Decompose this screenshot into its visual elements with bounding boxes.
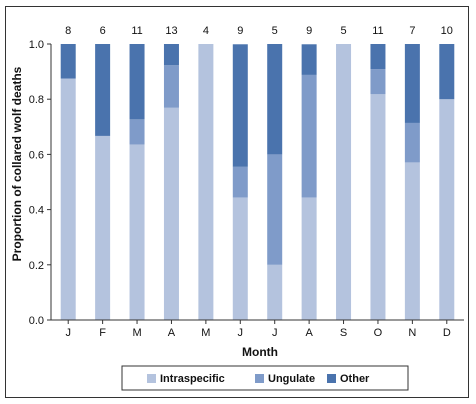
x-tick-label: A xyxy=(168,327,176,339)
bar-segment-other-1 xyxy=(95,44,111,136)
legend-label-intraspecific: Intraspecific xyxy=(160,373,225,385)
count-label: 5 xyxy=(272,25,278,37)
y-axis-title: Proportion of collared wolf deaths xyxy=(10,66,24,261)
bar-segment-other-2 xyxy=(129,44,145,120)
bar-segment-other-6 xyxy=(267,44,283,155)
x-tick-label: M xyxy=(132,327,141,339)
bar-segment-ungulate-5 xyxy=(232,166,248,198)
x-tick-label: S xyxy=(340,327,347,339)
count-label: 5 xyxy=(340,25,346,37)
legend-swatch-other xyxy=(327,374,336,383)
bar-segment-ungulate-6 xyxy=(267,154,283,265)
x-tick-label: N xyxy=(408,327,416,339)
bar-segment-ungulate-3 xyxy=(163,65,179,108)
legend-swatch-ungulate xyxy=(255,374,264,383)
x-tick-label: F xyxy=(99,327,106,339)
bar-segment-intraspecific-8 xyxy=(336,44,352,320)
bar-segment-other-9 xyxy=(370,44,386,70)
count-labels: 8 6 11 13 4 9 5 9 5 11 7 10 xyxy=(65,25,453,37)
bar-segment-intraspecific-7 xyxy=(301,197,317,320)
x-tick-label: A xyxy=(305,327,313,339)
count-label: 4 xyxy=(203,25,209,37)
axes: J F M A M J J A S O N D 0.0 0.2 0.4 0.6 0.8 1.0 xyxy=(29,39,464,339)
bar-segment-intraspecific-5 xyxy=(232,197,248,320)
bar-segment-other-7 xyxy=(301,44,317,75)
bar-segment-intraspecific-9 xyxy=(370,94,386,321)
bar-segment-other-5 xyxy=(232,44,248,167)
bar-segment-ungulate-2 xyxy=(129,119,145,145)
y-tick-label: 0.8 xyxy=(29,94,44,106)
bar-segment-other-10 xyxy=(404,44,420,123)
bar-segment-intraspecific-6 xyxy=(267,264,283,320)
count-label: 13 xyxy=(165,25,177,37)
bar-segment-ungulate-7 xyxy=(301,74,317,198)
legend-label-other: Other xyxy=(340,373,370,385)
x-tick-label: J xyxy=(272,327,278,339)
bar-segment-intraspecific-3 xyxy=(163,107,179,320)
x-tick-label: D xyxy=(443,327,451,339)
x-tick-label: O xyxy=(374,327,383,339)
legend-box xyxy=(121,365,409,391)
bar-segment-intraspecific-2 xyxy=(129,144,145,320)
count-label: 11 xyxy=(372,25,383,37)
bar-segment-intraspecific-0 xyxy=(60,78,76,320)
y-tick-label: 0.6 xyxy=(29,149,44,161)
count-label: 8 xyxy=(65,25,71,37)
y-tick-label: 1.0 xyxy=(29,39,44,51)
bar-segment-ungulate-9 xyxy=(370,69,386,95)
count-label: 11 xyxy=(131,25,142,37)
x-tick-label: J xyxy=(65,327,71,339)
bar-segment-intraspecific-11 xyxy=(439,99,455,320)
x-tick-label: J xyxy=(238,327,244,339)
x-axis-title: Month xyxy=(242,345,278,359)
legend: Intraspecific Ungulate Other xyxy=(121,365,409,391)
bars-layer xyxy=(60,44,455,321)
x-tick-label: M xyxy=(201,327,210,339)
y-tick-label: 0.4 xyxy=(29,205,44,217)
bar-segment-intraspecific-1 xyxy=(95,135,111,320)
bar-segment-intraspecific-10 xyxy=(404,162,420,320)
bar-segment-other-0 xyxy=(60,44,76,79)
count-label: 7 xyxy=(409,25,415,37)
bar-segment-other-11 xyxy=(439,44,455,100)
bar-segment-intraspecific-4 xyxy=(198,44,214,320)
bar-segment-ungulate-10 xyxy=(404,122,420,163)
count-label: 6 xyxy=(100,25,106,37)
count-label: 9 xyxy=(306,25,312,37)
count-label: 9 xyxy=(237,25,243,37)
y-tick-label: 0.2 xyxy=(29,260,44,272)
legend-label-ungulate: Ungulate xyxy=(268,373,315,385)
count-label: 10 xyxy=(441,25,453,37)
bar-segment-other-3 xyxy=(163,44,179,66)
y-tick-label: 0.0 xyxy=(29,315,44,327)
legend-swatch-intraspecific xyxy=(147,374,156,383)
